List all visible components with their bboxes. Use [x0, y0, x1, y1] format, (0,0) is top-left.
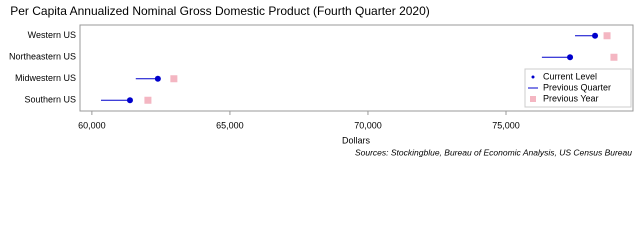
y-tick-label: Midwestern US [15, 73, 76, 83]
current-level-dot [567, 54, 574, 61]
chart-title: Per Capita Annualized Nominal Gross Dome… [10, 4, 430, 18]
y-tick-label: Southern US [24, 95, 76, 105]
legend-dot [531, 75, 535, 79]
legend-label: Previous Quarter [543, 82, 611, 92]
x-axis-label: Dollars [342, 135, 371, 145]
legend-label: Current Level [543, 71, 597, 81]
legend-box [524, 68, 632, 108]
legend-label: Previous Year [543, 93, 599, 103]
x-tick-label: 65,000 [216, 120, 244, 130]
current-level-dot [592, 32, 599, 39]
chart: Per Capita Annualized Nominal Gross Dome… [9, 4, 634, 157]
y-tick-label: Western US [28, 30, 76, 40]
current-level-dot [154, 75, 161, 82]
current-level-dot [126, 97, 133, 104]
previous-year-marker [610, 53, 618, 61]
previous-year-marker [603, 32, 611, 40]
y-tick-label: Northeastern US [9, 52, 76, 62]
source: Sources: Stockingblue, Bureau of Economi… [355, 147, 632, 157]
x-tick-label: 75,000 [492, 120, 520, 130]
previous-year-marker [144, 96, 152, 104]
x-tick-label: 60,000 [78, 120, 106, 130]
x-tick-label: 70,000 [354, 120, 382, 130]
plot-frame [79, 24, 634, 112]
legend-square [530, 96, 536, 102]
previous-year-marker [170, 75, 178, 83]
